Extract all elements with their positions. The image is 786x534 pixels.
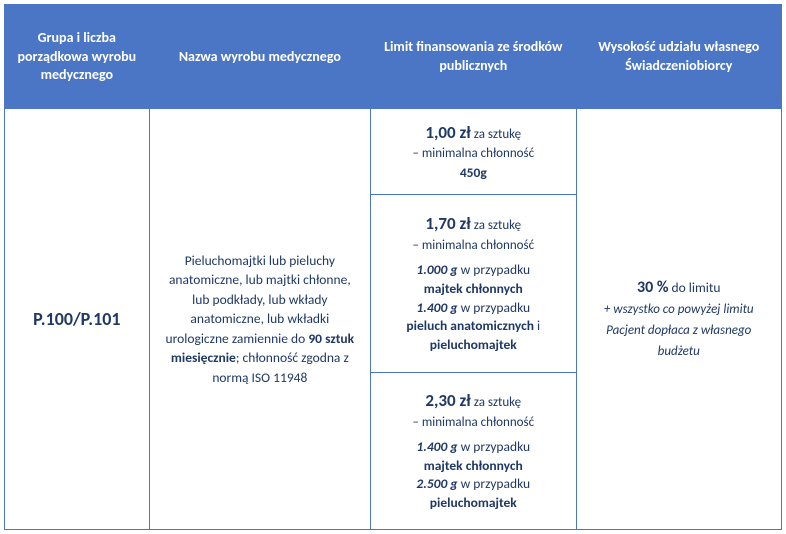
header-share: Wysokość udziału własnego Świadczeniobio… [577, 5, 781, 109]
cell-share: 30 % do limitu + wszystko co powyżej lim… [577, 109, 781, 529]
limits-stack: 1,00 zł za sztukę – minimalna chłonność … [371, 109, 575, 529]
limit2-r2-and: i [537, 317, 540, 334]
header-group-label: Grupa i liczba porządkowa wyrobu medyczn… [13, 29, 141, 86]
col-product: Nazwa wyrobu medycznego Pieluchomajtki l… [150, 5, 371, 529]
header-group: Grupa i liczba porządkowa wyrobu medyczn… [5, 5, 149, 109]
share-bold: 30 % [637, 278, 669, 297]
limit1-sub: – minimalna chłonność [412, 146, 534, 161]
col-limits: Limit finansowania ze środków publicznyc… [371, 5, 576, 529]
limit3-r2-g: 2.500 g [416, 475, 457, 492]
limit2-r1-mid: w przypadku [461, 261, 531, 278]
header-share-label: Wysokość udziału własnego Świadczeniobio… [585, 38, 773, 76]
limit2-r2-g: 1.400 g [416, 299, 457, 316]
header-limits-label: Limit finansowania ze środków publicznyc… [379, 38, 567, 76]
share-suffix: do limitu [672, 279, 721, 296]
cell-product: Pieluchomajtki lub pieluchy anatomiczne,… [150, 109, 370, 529]
limit-row-1: 1,00 zł za sztukę – minimalna chłonność … [371, 109, 575, 195]
limit1-bold: 450g [460, 164, 487, 181]
cell-group-code: P.100/P.101 [5, 109, 149, 529]
group-code-text: P.100/P.101 [33, 306, 120, 332]
limit3-per: za sztukę [474, 395, 521, 410]
limit3-r2-mid: w przypadku [461, 475, 531, 492]
limit1-price: 1,00 zł [425, 122, 470, 143]
limit2-r2-bold1: pieluch anatomicznych [406, 317, 534, 334]
header-product: Nazwa wyrobu medycznego [150, 5, 370, 109]
limit2-r2-bold2: pieluchomajtek [430, 336, 517, 353]
funding-table: Grupa i liczba porządkowa wyrobu medyczn… [4, 4, 782, 530]
limit3-r1-bold: majtek chłonnych [424, 457, 523, 474]
limit2-r1-g: 1.000 g [416, 261, 457, 278]
product-text: Pieluchomajtki lub pieluchy anatomiczne,… [160, 251, 360, 388]
limit2-sub: – minimalna chłonność [412, 238, 534, 253]
limit2-per: za sztukę [474, 218, 521, 233]
header-product-label: Nazwa wyrobu medycznego [179, 48, 341, 67]
limit2-price: 1,70 zł [425, 213, 470, 234]
limit3-r2-bold: pieluchomajtek [430, 494, 517, 511]
limit-row-2: 1,70 zł za sztukę – minimalna chłonność … [371, 195, 575, 373]
limit3-r1-mid: w przypadku [461, 438, 531, 455]
limit3-price: 2,30 zł [425, 390, 470, 411]
limit1-per: za sztukę [474, 127, 521, 142]
col-share: Wysokość udziału własnego Świadczeniobio… [577, 5, 781, 529]
share-note: + wszystko co powyżej limitu Pacjent dop… [604, 302, 754, 359]
limit2-r2-mid: w przypadku [461, 299, 531, 316]
col-group: Grupa i liczba porządkowa wyrobu medyczn… [5, 5, 150, 529]
limit2-r1-bold: majtek chłonnych [424, 280, 523, 297]
limit-row-3: 2,30 zł za sztukę – minimalna chłonność … [371, 373, 575, 529]
limit3-r1-g: 1.400 g [416, 438, 457, 455]
limit3-sub: – minimalna chłonność [412, 415, 534, 430]
header-limits: Limit finansowania ze środków publicznyc… [371, 5, 575, 109]
